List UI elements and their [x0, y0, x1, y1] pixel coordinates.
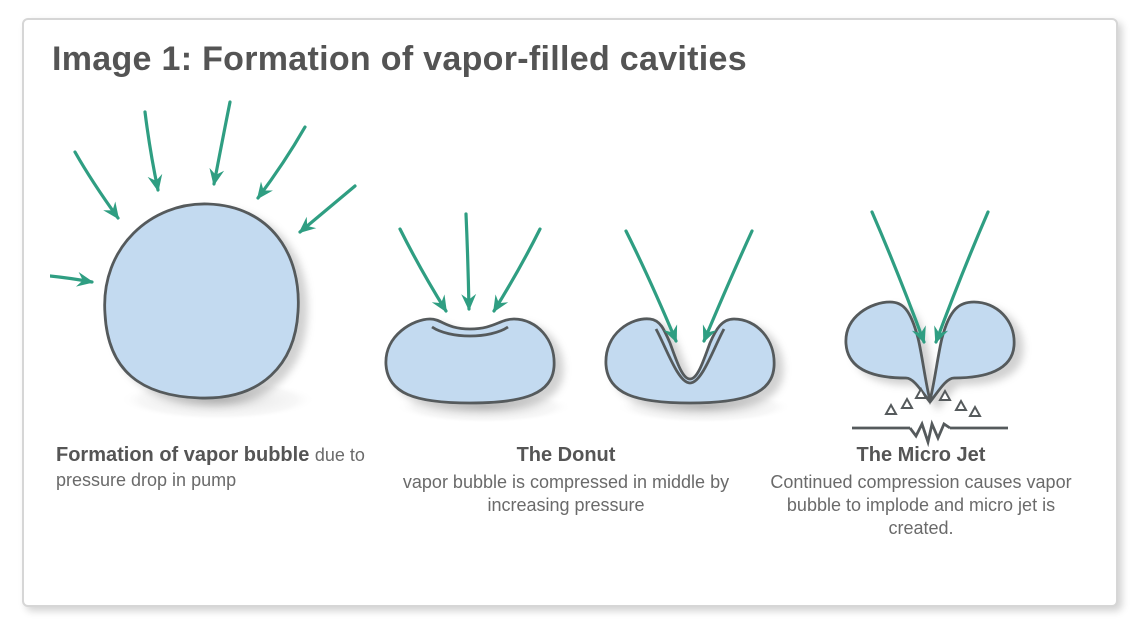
diagram-title: Image 1: Formation of vapor-filled cavit…	[52, 40, 1090, 79]
caption-head: Formation of vapor bubble	[56, 444, 315, 466]
stage-bubble-sphere	[50, 102, 355, 420]
stage-bubble-microjet	[846, 212, 1014, 442]
caption-stage-4: The Micro Jet Continued compression caus…	[756, 443, 1086, 540]
stage-bubble-dented	[606, 231, 792, 423]
diagram-panel: Image 1: Formation of vapor-filled cavit…	[22, 18, 1118, 607]
caption-stage-2: The Donut vapor bubble is compressed in …	[396, 443, 736, 540]
diagram-svg	[50, 87, 1090, 447]
caption-stage-1: Formation of vapor bubble due to pressur…	[50, 443, 396, 540]
stage-bubble-donut	[386, 214, 572, 423]
captions-row: Formation of vapor bubble due to pressur…	[50, 443, 1090, 540]
caption-body: vapor bubble is compressed in middle by …	[396, 471, 736, 517]
caption-head: The Donut	[396, 443, 736, 469]
caption-body: Continued compression causes vapor bubbl…	[756, 471, 1086, 540]
caption-head: The Micro Jet	[756, 443, 1086, 469]
